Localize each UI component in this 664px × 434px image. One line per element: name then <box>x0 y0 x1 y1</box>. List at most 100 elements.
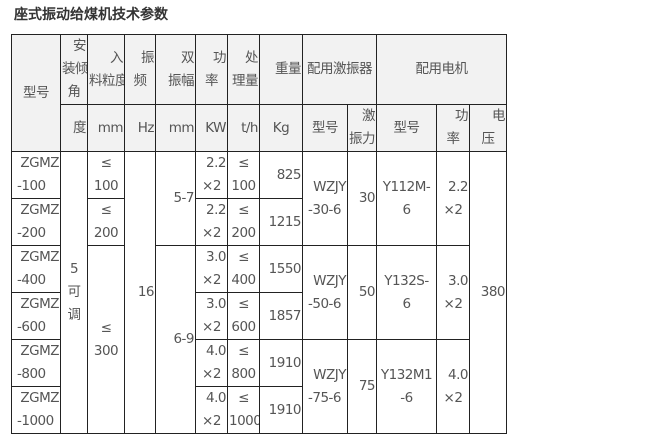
header-text: 型号 <box>23 84 50 101</box>
header-text: 功 <box>213 49 227 66</box>
power-cell: 4.0 ×2 <box>195 386 228 434</box>
cell-text: 30 <box>358 190 376 206</box>
cell-text: Y132M1 <box>380 366 433 383</box>
cell-text: -400 <box>17 272 46 288</box>
unit-angle: 度 <box>60 104 88 152</box>
cell-text: 5 <box>69 261 79 277</box>
cell-text: -1000 <box>17 413 54 429</box>
exciter-model-cell: WZJY -50-6 <box>302 245 348 340</box>
cell-text: 825 <box>276 166 302 183</box>
table-row: ZGMZ -1000 4.0 ×2 ≤1000 1910 <box>11 386 507 434</box>
header-weight: 重量 <box>259 34 303 105</box>
cell-text: ×2 <box>443 389 463 406</box>
cell-text: -6 <box>400 389 413 406</box>
cell-text: 2.2 <box>448 178 468 195</box>
cell-text: 4.0 <box>206 390 226 406</box>
cell-text: 1910 <box>268 354 302 371</box>
cell-text: 400 <box>231 272 256 288</box>
unit-feed-size: mm <box>87 104 125 152</box>
unit-weight: Kg <box>259 104 303 152</box>
amplitude-cell: 6-9 <box>155 245 196 434</box>
unit-exciter-model: 型号 <box>302 104 348 152</box>
cell-text: ×2 <box>202 225 221 241</box>
unit-motor-power: 功率 <box>436 104 470 152</box>
cell-text: 3.0 <box>448 272 468 289</box>
header-amplitude: 双振幅 <box>155 34 196 105</box>
cell-text: 100 <box>231 178 256 194</box>
cell-text: ×2 <box>202 413 221 429</box>
power-cell: 2.2 ×2 <box>195 151 228 199</box>
model-cell: ZGMZ -1000 <box>11 386 61 434</box>
model-cell: ZGMZ -200 <box>11 198 61 246</box>
cell-text: 1215 <box>268 213 302 230</box>
cell-text: 可 <box>67 284 82 300</box>
cell-text: ≤ <box>100 202 112 218</box>
cell-text: ×2 <box>202 319 221 335</box>
unit-voltage: 电压 <box>468 104 508 152</box>
capacity-cell: ≤800 <box>227 339 260 387</box>
cell-text: ×2 <box>443 295 463 312</box>
cell-text: 1550 <box>268 260 302 277</box>
motor-model-cell: Y132S- 6 <box>376 245 437 340</box>
header-text: 功 <box>455 108 469 124</box>
table-row: ZGMZ -400 ≤300 6-9 3.0 ×2 ≤400 1550 WZJY -50-6 50 Y… <box>11 245 507 434</box>
cell-text: ≤ <box>238 390 249 406</box>
power-cell: 4.0 ×2 <box>195 339 228 387</box>
page-title: 座式振动给煤机技术参数 <box>14 7 168 23</box>
cell-text: -200 <box>17 225 46 241</box>
capacity-cell: ≤400 <box>227 245 260 293</box>
cell-text: 100 <box>93 178 119 194</box>
motor-model-cell: Y132M1 -6 <box>376 339 437 434</box>
model-cell: ZGMZ -800 <box>11 339 61 387</box>
header-exciter: 配用激振器 <box>302 34 377 105</box>
cell-text: ZGMZ <box>20 155 59 171</box>
amplitude-cell: 5-7 <box>155 151 196 246</box>
cell-text: ≤ <box>238 343 249 359</box>
cell-text: 2.2 <box>206 202 226 218</box>
power-cell: 3.0 ×2 <box>195 292 228 340</box>
cell-text: 50 <box>358 284 376 300</box>
cell-text: ×2 <box>443 201 463 218</box>
angle-cell: 5 可调 <box>60 151 88 434</box>
header-text: 振幅 <box>168 72 195 89</box>
cell-text: 3.0 <box>206 249 226 265</box>
cell-text: ≤ <box>238 155 249 171</box>
cell-text: 300 <box>93 342 119 359</box>
cell-text: ≤ <box>238 249 249 265</box>
cell-text: -100 <box>17 178 46 194</box>
cell-text: ≤ <box>100 155 112 171</box>
header-text: 角 <box>67 84 82 100</box>
cell-text: 800 <box>231 366 256 382</box>
header-feed-size: 入料粒度 <box>87 34 125 105</box>
header-text: 理量 <box>232 72 259 89</box>
cell-text: ≤ <box>238 202 249 218</box>
exciter-model-cell: WZJY -30-6 <box>302 151 348 246</box>
unit-motor-model: 型号 <box>376 104 437 152</box>
header-power: 功率 <box>195 34 228 105</box>
cell-text: 6 <box>402 201 411 218</box>
header-text: 振力 <box>349 131 376 147</box>
unit-capacity: t/h <box>227 104 260 152</box>
cell-text: ZGMZ <box>20 296 59 312</box>
feed-size-cell: ≤100 <box>87 151 125 199</box>
header-frequency: 振频 <box>124 34 156 105</box>
model-cell: ZGMZ -600 <box>11 292 61 340</box>
table-row: ZGMZ -100 5 可调 ≤100 16 5-7 2.2 ×2 ≤100 825 WZJY -30-… <box>11 151 508 434</box>
capacity-cell: ≤200 <box>227 198 260 246</box>
weight-cell: 1910 <box>259 339 303 387</box>
weight-cell: 825 <box>259 151 303 199</box>
power-cell: 3.0 ×2 <box>195 245 228 293</box>
header-text: 料粒度 <box>89 72 125 89</box>
table-row: ZGMZ -200 ≤200 2.2 ×2 ≤200 1215 <box>11 198 507 246</box>
cell-text: 380 <box>480 284 506 300</box>
voltage-cell: 380 <box>468 151 508 434</box>
model-cell: ZGMZ -400 <box>11 245 61 293</box>
exciter-model-cell: WZJY -75-6 <box>302 339 348 434</box>
cell-text: 1910 <box>268 401 302 418</box>
exciter-force-cell: 50 <box>347 245 377 340</box>
cell-text: 3.0 <box>206 296 226 312</box>
header-text: 压 <box>481 131 496 147</box>
cell-text: 5-7 <box>173 190 194 206</box>
cell-text: 2.2 <box>206 155 226 171</box>
cell-text: 1857 <box>268 307 302 324</box>
